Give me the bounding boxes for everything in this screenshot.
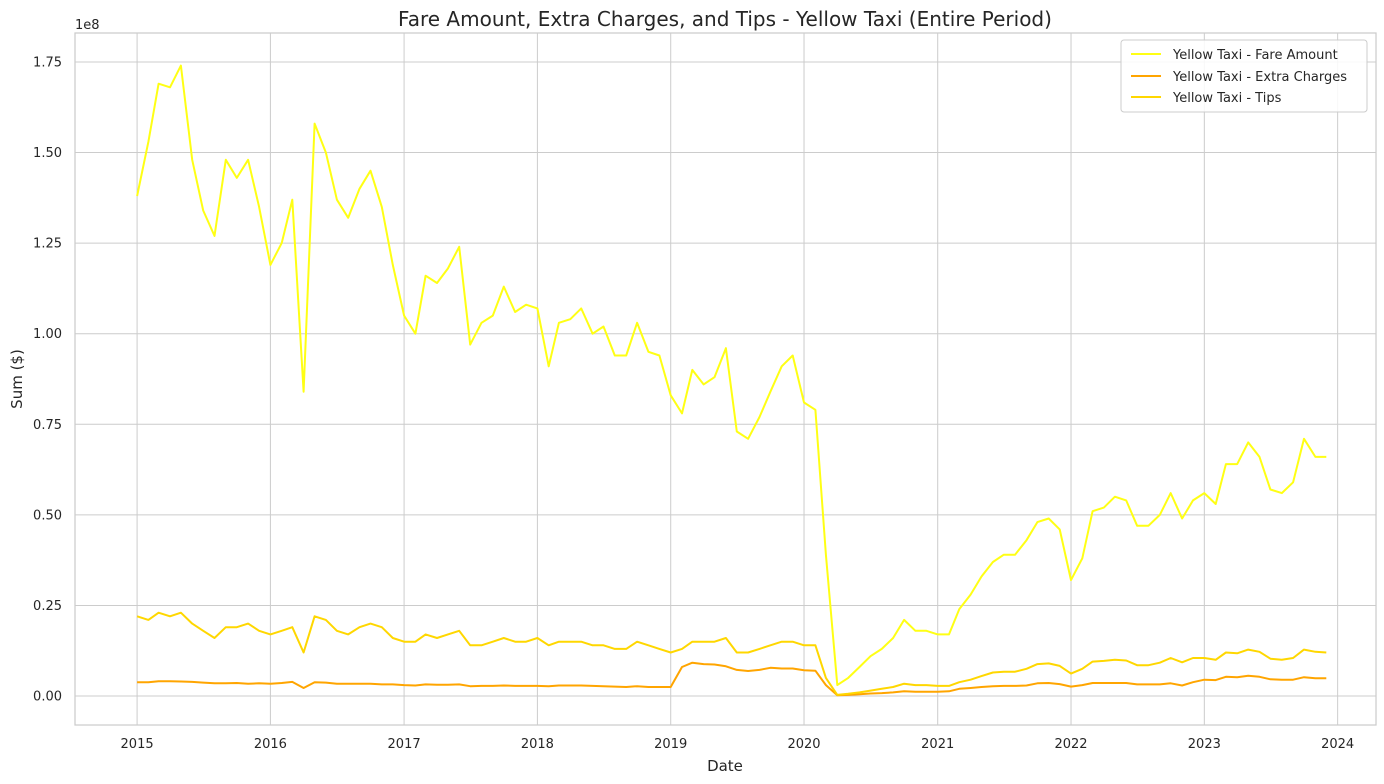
x-tick-label: 2017 — [388, 737, 421, 752]
x-tick-label: 2018 — [521, 737, 554, 752]
y-tick-label: 0.00 — [33, 690, 62, 705]
x-tick-label: 2023 — [1188, 737, 1221, 752]
legend: Yellow Taxi - Fare Amount Yellow Taxi - … — [1120, 39, 1368, 113]
series-line-tips — [136, 611, 1327, 696]
legend-box — [1120, 39, 1368, 113]
y-axis-label: Sum ($) — [8, 349, 26, 409]
y-tick-label: 1.75 — [33, 55, 62, 70]
y-tick-label: 0.50 — [33, 508, 62, 523]
x-tick-label: 2020 — [787, 737, 820, 752]
x-tick-label: 2021 — [921, 737, 954, 752]
plot-frame — [74, 32, 1377, 726]
y-tick-label: 1.25 — [33, 237, 62, 252]
y-offset-label: 1e8 — [75, 18, 100, 33]
legend-label-fare: Yellow Taxi - Fare Amount — [1172, 48, 1338, 63]
chart-title: Fare Amount, Extra Charges, and Tips - Y… — [398, 7, 1052, 31]
x-tick-label: 2022 — [1054, 737, 1087, 752]
legend-label-tips: Yellow Taxi - Tips — [1172, 91, 1282, 106]
y-tick-label: 0.75 — [33, 418, 62, 433]
y-tick-label: 1.50 — [33, 146, 62, 161]
x-tick-label: 2019 — [654, 737, 687, 752]
series-line-extra-charges — [137, 661, 1327, 697]
x-axis-label: Date — [707, 757, 743, 775]
x-tick-label: 2024 — [1321, 737, 1354, 752]
y-tick-label: 1.00 — [33, 327, 62, 342]
x-axis-ticks: 2015 2016 2017 2018 2019 2020 2021 2022 2023 2024 — [121, 737, 1355, 752]
series-line-fare-amount — [136, 64, 1327, 687]
y-tick-label: 0.25 — [33, 599, 62, 614]
y-axis-ticks: 0.00 0.25 0.50 0.75 1.00 1.25 1.50 1.75 — [33, 55, 62, 704]
x-tick-label: 2016 — [254, 737, 287, 752]
legend-label-extra: Yellow Taxi - Extra Charges — [1172, 70, 1347, 85]
x-tick-label: 2015 — [121, 737, 154, 752]
series-lines — [136, 64, 1327, 697]
